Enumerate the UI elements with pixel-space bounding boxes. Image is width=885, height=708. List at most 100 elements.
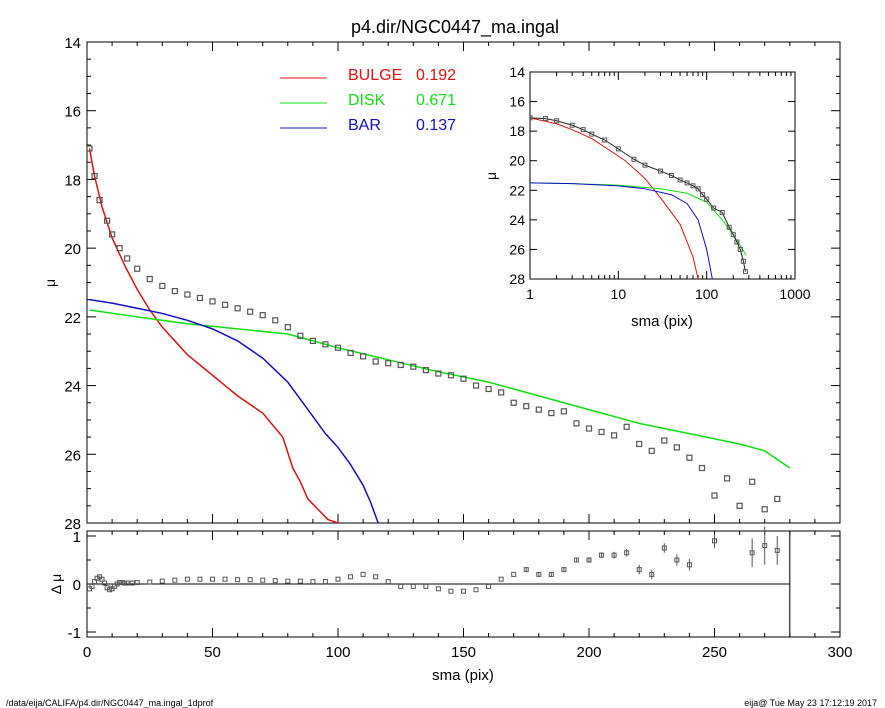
residual-y-tick-label: 1: [73, 529, 81, 546]
inset-x-tick-label: 100: [695, 286, 719, 302]
residual-point: [335, 576, 341, 582]
data-point: [736, 502, 743, 509]
residual-point: [322, 579, 328, 585]
residual-point: [159, 578, 165, 584]
bar-legend-label: BAR: [348, 117, 381, 134]
x-axis-label: sma (pix): [432, 667, 494, 684]
residual-point: [561, 567, 567, 573]
residual-point: [373, 574, 379, 580]
residual-point: [523, 567, 529, 573]
inset-x-tick-label: 1: [526, 286, 534, 302]
residual-point: [94, 575, 100, 581]
residual-point: [360, 571, 366, 577]
inset-y-tick-label: 26: [509, 241, 525, 257]
inset-data-point: [734, 239, 740, 245]
residual-point: [210, 576, 215, 582]
data-point: [103, 217, 111, 224]
inset-y-tick-label: 24: [509, 212, 525, 228]
data-point: [548, 409, 555, 417]
residual-y-axis-label: Δ μ: [48, 574, 64, 595]
main-y-tick-label: 26: [64, 447, 81, 464]
residual-point: [184, 576, 190, 582]
disk-line: [89, 309, 791, 469]
inset-y-tick-label: 28: [509, 271, 525, 287]
data-point: [610, 432, 618, 439]
data-point: [221, 301, 229, 308]
inset-bar-line: [530, 182, 713, 279]
data-point: [573, 420, 580, 427]
data-point: [87, 145, 93, 152]
data-point: [761, 506, 768, 513]
inset-plot: 14 16 18 20 22 24 26 281 10 100 1000: [509, 64, 810, 302]
data-point: [91, 172, 98, 180]
main-y-tick-label: 20: [64, 241, 81, 258]
residual-point: [548, 571, 554, 577]
x-tick-label: 150: [451, 644, 476, 661]
residual-point: [119, 580, 125, 586]
x-tick-label: 300: [827, 644, 852, 661]
residual-point: [749, 550, 755, 556]
inset-data-point: [615, 146, 621, 152]
main-y-tick-label: 18: [64, 172, 81, 189]
inset-data-point: [711, 205, 717, 211]
data-point: [146, 275, 153, 283]
inset-data-point: [695, 186, 701, 192]
main-y-tick-label: 16: [64, 104, 81, 121]
residual-point: [348, 574, 354, 580]
residual-y-tick-label: -1: [68, 625, 81, 642]
data-point: [723, 475, 731, 482]
residual-point: [107, 587, 113, 593]
residual-y-tick-label: 0: [73, 577, 81, 594]
data-point: [259, 312, 266, 319]
data-point: [585, 425, 593, 432]
x-tick-label: 200: [576, 644, 601, 661]
residual-point: [498, 576, 504, 582]
inset-data-point: [704, 196, 710, 202]
data-point: [435, 370, 442, 377]
residual-point: [611, 552, 617, 558]
data-point: [234, 305, 241, 312]
residual-point: [310, 579, 316, 585]
x-tick-label: 250: [702, 644, 727, 661]
inset-data-point: [700, 192, 706, 198]
inset-data-point: [554, 118, 560, 124]
inset-y-tick-label: 16: [509, 94, 525, 110]
data-point: [774, 495, 781, 503]
data-point: [510, 399, 517, 406]
data-point: [397, 361, 404, 369]
residual-point: [712, 538, 717, 544]
data-point: [171, 287, 178, 295]
data-point: [372, 358, 379, 365]
x-tick-label: 50: [204, 644, 221, 661]
residual-point: [649, 571, 655, 577]
inset-data-point: [569, 122, 575, 128]
data-point: [116, 245, 123, 252]
residual-point: [636, 567, 642, 573]
residual-point: [247, 577, 253, 583]
bar-line: [89, 298, 379, 523]
residual-point: [197, 576, 203, 582]
x-tick-label: 0: [83, 644, 91, 661]
data-point: [661, 437, 668, 444]
residual-point: [122, 580, 128, 586]
inset-data-point: [684, 180, 690, 186]
data-point: [472, 382, 480, 389]
data-point: [209, 298, 216, 305]
residual-point: [172, 577, 178, 583]
data-point: [134, 265, 141, 272]
inset-data-point: [690, 183, 696, 189]
bar-legend-value: 0.137: [416, 117, 456, 134]
data-point: [648, 447, 655, 454]
data-point: [460, 375, 467, 382]
data-point: [698, 464, 706, 472]
data-point: [598, 428, 605, 436]
data-point: [498, 389, 505, 396]
inset-bulge-line: [530, 117, 699, 279]
data-point: [124, 255, 131, 262]
data-point: [322, 341, 329, 348]
data-point: [96, 196, 103, 204]
residual-point: [686, 562, 692, 568]
bulge-legend-label: BULGE: [348, 67, 402, 84]
